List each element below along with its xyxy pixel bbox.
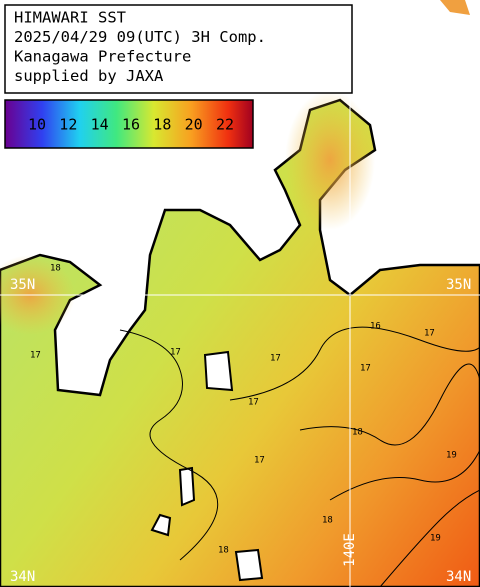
island: [150, 513, 172, 537]
lat-label: 34N: [446, 569, 471, 585]
colorbar-tick-label: 22: [216, 116, 234, 134]
contour-label: 17: [248, 398, 259, 408]
colorbar-ticks: 10 12 14 16 18 20 22: [28, 116, 234, 134]
contour-label: 18: [352, 428, 363, 438]
contour-label: 17: [170, 348, 181, 358]
sea: [0, 98, 480, 587]
island: [178, 466, 196, 507]
colorbar-tick-label: 20: [185, 116, 203, 134]
contour-labels: 18 17 17 17 17 17 16 17 17 18 18 19 19 1…: [30, 264, 457, 556]
colorbar: [4, 99, 254, 149]
header-line: 2025/04/29 09(UTC) 3H Comp.: [14, 28, 266, 46]
contour-label: 18: [218, 546, 229, 556]
contours: [119, 320, 480, 587]
contour-label: 19: [430, 534, 441, 544]
lat-label: 35N: [446, 277, 471, 293]
colorbar-tick-label: 16: [122, 116, 140, 134]
header-line: HIMAWARI SST: [14, 9, 126, 27]
colorbar-tick-label: 18: [153, 116, 171, 134]
island: [203, 350, 234, 392]
header-box: [4, 4, 353, 94]
colorbar-tick-label: 12: [59, 116, 77, 134]
contour-line: [379, 489, 480, 587]
contour-label: 19: [446, 451, 457, 461]
warm-bay: [285, 90, 375, 230]
contour-label: 17: [270, 354, 281, 364]
contour-label: 18: [50, 264, 61, 274]
contour-line: [119, 329, 218, 561]
contour-label: 17: [254, 456, 265, 466]
contour-label: 17: [360, 364, 371, 374]
island: [234, 548, 264, 582]
colorbar-tick-label: 14: [91, 116, 109, 134]
contour-label: 17: [424, 329, 435, 339]
lon-label: 140E: [342, 533, 358, 567]
contour-line: [329, 449, 480, 501]
lat-label: 35N: [10, 277, 35, 293]
lat-label: 34N: [10, 569, 35, 585]
header-line: Kanagawa Prefecture: [14, 48, 191, 66]
warm-patch: [440, 0, 470, 15]
contour-label: 16: [370, 322, 381, 332]
contour-line: [299, 363, 480, 446]
colorbar-tick-label: 10: [28, 116, 46, 134]
contour-label: 17: [30, 351, 41, 361]
header-line: supplied by JAXA: [14, 67, 164, 85]
contour-label: 18: [322, 516, 333, 526]
contour-line: [229, 320, 480, 401]
